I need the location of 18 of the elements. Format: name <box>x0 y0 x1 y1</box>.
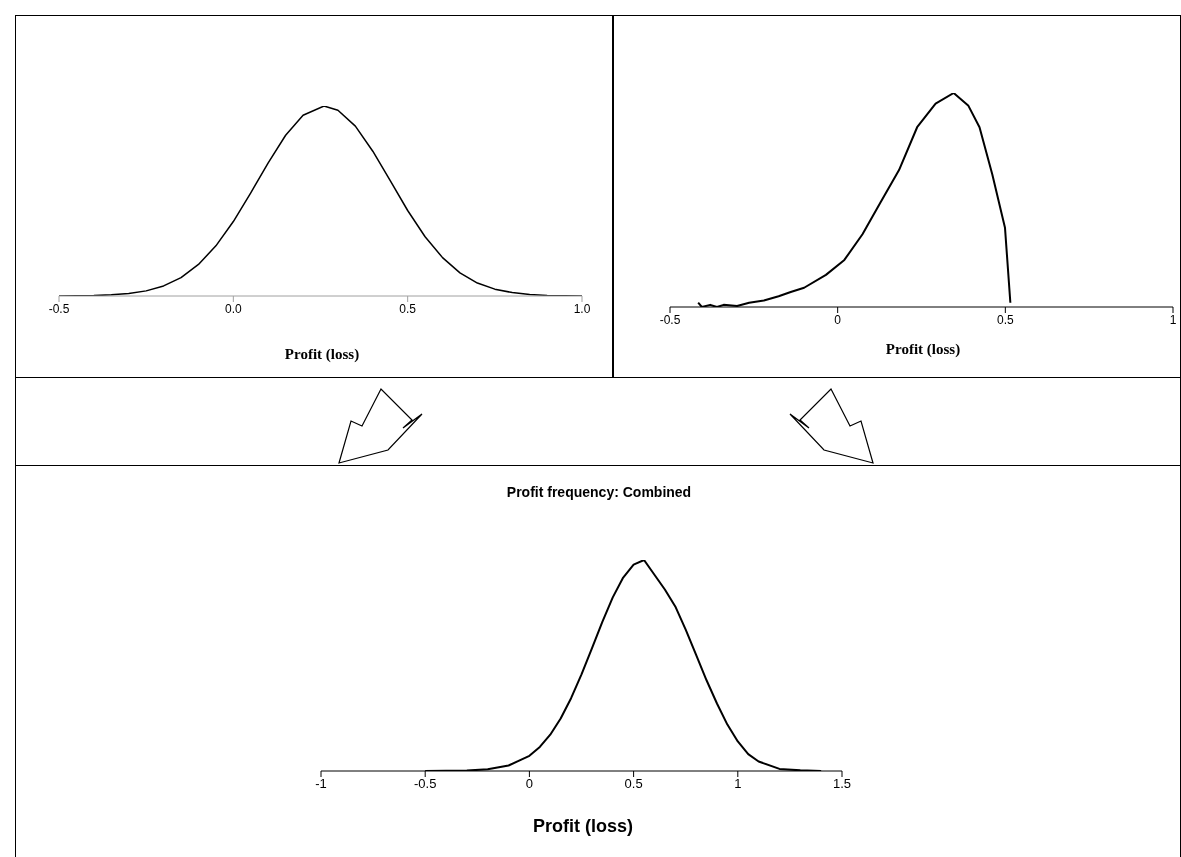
x-tick-label: 1.5 <box>832 776 852 792</box>
x-tick-label: 1 <box>1169 312 1177 327</box>
x-axis-title: Profit (loss) <box>884 341 962 358</box>
x-tick-label: 0.0 <box>224 301 242 316</box>
x-tick-label: 0.5 <box>624 776 643 792</box>
x-axis-title: Profit (loss) <box>283 346 361 363</box>
x-tick-label: 1.0 <box>573 301 591 316</box>
x-tick-label: 0.5 <box>399 301 417 316</box>
x-tick-label: -1 <box>315 776 327 792</box>
x-tick-label: -0.5 <box>659 312 681 327</box>
x-tick-label: -0.5 <box>48 301 70 316</box>
x-tick-label: -0.5 <box>414 776 437 792</box>
x-tick-label: 0 <box>834 312 842 327</box>
chart-title: Profit frequency: Combined <box>505 484 693 500</box>
x-tick-label: 0 <box>525 776 534 792</box>
x-tick-label: 0.5 <box>996 312 1014 327</box>
x-axis-title: Profit (loss) <box>532 816 634 837</box>
x-tick-label: 1 <box>734 776 742 792</box>
